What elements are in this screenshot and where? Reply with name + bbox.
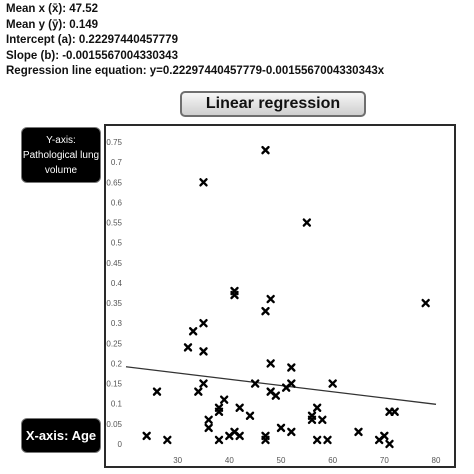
data-point <box>199 318 208 328</box>
y-tick-label: 0.5 <box>111 239 123 248</box>
data-point <box>276 423 286 433</box>
regression-line <box>125 366 437 405</box>
data-point <box>204 423 213 433</box>
data-point <box>188 327 198 336</box>
data-point <box>266 359 275 368</box>
y-axis-label-line3: volume <box>44 165 78 176</box>
y-axis-label-box: Y-axis: Pathological lung volume <box>21 127 101 183</box>
y-tick-label: 0.4 <box>111 279 123 288</box>
data-point <box>199 178 208 187</box>
y-tick-label: 0.65 <box>106 178 122 187</box>
y-tick-label: 0.35 <box>106 299 122 308</box>
data-point <box>271 391 281 400</box>
y-tick-label: 0.3 <box>111 319 123 328</box>
data-point <box>235 403 244 412</box>
data-point <box>163 435 172 445</box>
y-tick-label: 0 <box>118 440 123 449</box>
y-tick-label: 0.25 <box>106 339 122 348</box>
data-point <box>183 343 193 352</box>
mean-y-text: Mean y (ȳ): 0.149 <box>6 18 99 31</box>
x-tick-label: 40 <box>225 456 234 465</box>
x-tick-label: 70 <box>380 456 389 465</box>
x-tick-label: 50 <box>277 456 286 465</box>
y-tick-label: 0.75 <box>106 138 122 147</box>
data-point <box>287 427 296 437</box>
data-point <box>235 431 244 441</box>
data-point <box>421 298 430 308</box>
data-point <box>312 403 322 412</box>
data-point <box>261 306 270 316</box>
data-point <box>245 411 255 420</box>
y-tick-label: 0.05 <box>106 420 122 429</box>
data-point <box>199 347 208 356</box>
data-point <box>312 435 322 445</box>
data-point <box>214 435 224 445</box>
mean-x-text: Mean x (x̄): 47.52 <box>6 3 99 15</box>
data-point <box>390 407 399 416</box>
data-point <box>287 363 296 372</box>
data-point <box>219 395 229 404</box>
y-tick-label: 0.2 <box>111 359 123 368</box>
regression-stats: Mean x (x̄): 47.52 Mean y (ȳ): 0.149 Int… <box>6 2 470 80</box>
data-point <box>204 415 213 424</box>
y-tick-label: 0.45 <box>106 259 122 268</box>
data-point <box>307 415 317 424</box>
x-axis-label-box: X-axis: Age <box>21 418 101 453</box>
linear-regression-button[interactable]: Linear regression <box>180 91 366 117</box>
x-tick-label: 60 <box>328 456 337 465</box>
data-point <box>214 407 224 416</box>
data-point <box>250 379 260 388</box>
data-point <box>287 379 296 388</box>
y-axis-label-line1: Y-axis: <box>46 135 76 146</box>
data-point <box>230 290 239 300</box>
x-tick-label: 80 <box>432 456 441 465</box>
data-point <box>380 431 389 441</box>
data-point <box>194 387 203 396</box>
data-point <box>152 387 162 396</box>
data-point <box>354 427 363 437</box>
x-tick-label: 30 <box>173 456 182 465</box>
data-point <box>328 379 337 388</box>
y-tick-label: 0.15 <box>106 380 122 389</box>
regression-equation-text: Regression line equation: y=0.2229744045… <box>6 65 385 77</box>
data-point <box>318 415 327 424</box>
data-point <box>142 431 151 441</box>
data-point <box>385 439 394 449</box>
slope-text: Slope (b): -0.0015567004330343 <box>6 49 178 62</box>
y-tick-label: 0.7 <box>111 158 123 167</box>
data-point <box>199 379 208 388</box>
data-point <box>261 435 270 445</box>
data-point <box>323 435 332 445</box>
data-point <box>302 218 312 227</box>
data-point <box>261 145 270 155</box>
data-point <box>266 294 275 304</box>
y-tick-label: 0.55 <box>106 219 122 228</box>
y-tick-label: 0.1 <box>111 400 123 409</box>
y-tick-label: 0.6 <box>111 198 123 207</box>
intercept-text: Intercept (a): 0.22297440457779 <box>6 34 178 46</box>
y-axis-label-line2: Pathological lung <box>22 150 100 161</box>
scatter-plot[interactable]: 0 0.05 0.1 0.15 0.2 0.25 0.3 0.35 0.4 0.45 0.5 0.55… <box>104 124 456 468</box>
